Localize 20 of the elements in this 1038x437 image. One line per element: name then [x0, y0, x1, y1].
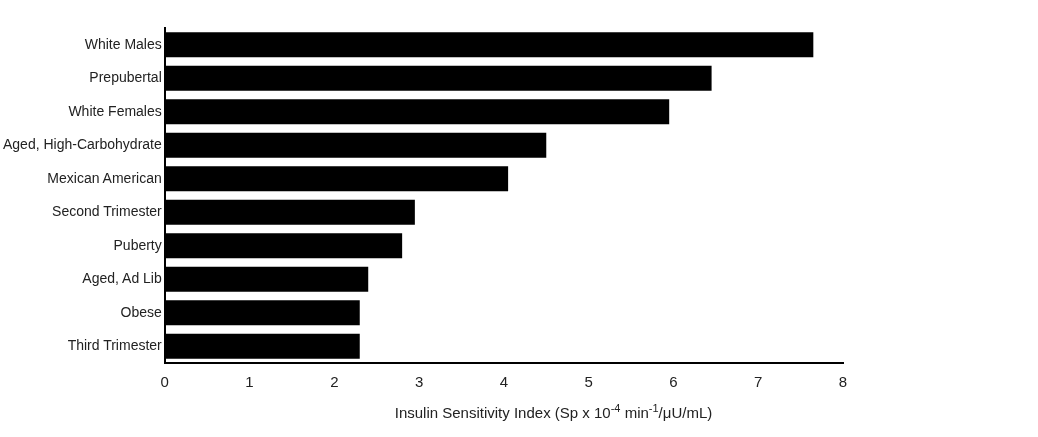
y-tick-label: White Females [68, 102, 162, 119]
y-tick-label: Aged, High-Carbohydrate [2, 136, 162, 153]
y-tick-label: Puberty [113, 236, 162, 253]
x-tick-label: 7 [754, 373, 763, 391]
y-tick-label: Prepubertal [89, 69, 162, 86]
x-tick-label: 5 [584, 373, 593, 391]
x-tick-label: 8 [838, 373, 848, 391]
x-tick-label: 6 [669, 373, 678, 391]
x-tick-label: 3 [414, 373, 424, 391]
x-tick-label: 2 [330, 373, 339, 391]
y-tick-label: Obese [120, 303, 162, 320]
y-tick-label: Third Trimester [67, 337, 163, 354]
x-tick-label: 1 [245, 373, 254, 391]
y-tick-label: White Males [84, 35, 162, 52]
y-tick-label: Aged, Ad Lib [82, 270, 162, 287]
y-tick-label: Mexican American [47, 169, 162, 186]
x-tick-label: 4 [499, 373, 509, 391]
y-tick-label: Second Trimester [52, 203, 163, 220]
x-tick-label: 0 [160, 373, 169, 391]
x-axis-title: Insulin Sensitivity Index (Sp x 10$^{-4}$ min$^{-1}$/μU/mL) [393, 402, 714, 421]
